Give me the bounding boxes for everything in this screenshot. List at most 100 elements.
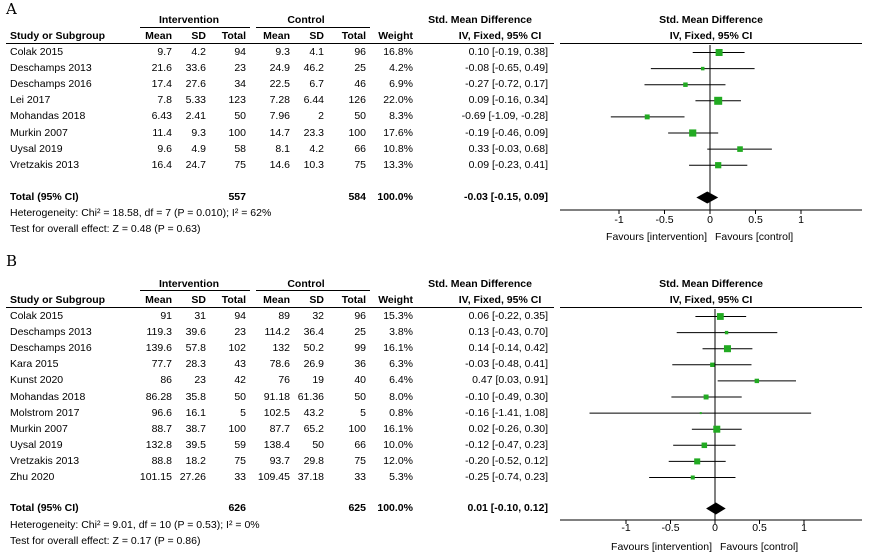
intervention-total: 34 (234, 78, 246, 91)
control-mean: 87.7 (269, 422, 290, 435)
control-sd: 4.1 (309, 46, 324, 58)
header-plot-ci: IV, Fixed, 95% CI (669, 294, 753, 306)
header-int-mean: Mean (145, 294, 172, 306)
intervention-total: 75 (234, 158, 246, 171)
x-tick-label: 0 (712, 522, 718, 534)
header-plot-title: Std. Mean Difference (659, 278, 763, 290)
study-weight: 22.0% (383, 94, 413, 107)
intervention-sd: 9.3 (191, 126, 206, 139)
header-study: Study or Subgroup (10, 294, 106, 306)
intervention-total: 75 (234, 454, 246, 467)
effect-box (716, 313, 724, 320)
intervention-mean: 9.7 (157, 46, 172, 58)
total-weight: 100.0% (377, 502, 413, 514)
control-sd: 6.7 (309, 78, 324, 91)
header-divider-control (256, 27, 370, 28)
forest-plot-b: B Intervention Control Std. Mean Difference… (0, 252, 875, 558)
x-tick-label: 0 (707, 214, 713, 226)
header-plot-ci: IV, Fixed, 95% CI (669, 30, 753, 42)
intervention-sd: 38.7 (185, 422, 206, 435)
effect-box (715, 162, 722, 169)
intervention-sd: 5.33 (185, 94, 206, 107)
intervention-sd: 16.1 (185, 406, 206, 419)
header-divider-intervention (140, 290, 250, 291)
study-ci: 0.02 [-0.26, 0.30] (468, 422, 548, 435)
study-ci: 0.09 [-0.23, 0.41] (468, 158, 548, 171)
x-tick-label: 0.5 (752, 522, 767, 534)
control-total: 5 (360, 406, 366, 419)
control-sd: 50 (312, 438, 324, 451)
control-total: 46 (354, 78, 366, 91)
control-mean: 138.4 (263, 438, 290, 451)
control-sd: 37.18 (297, 471, 324, 483)
study-ci: -0.03 [-0.48, 0.41] (465, 358, 548, 371)
intervention-sd: 33.6 (185, 62, 206, 75)
x-tick-label: -0.5 (661, 522, 680, 534)
total-ci: -0.03 [-0.15, 0.09] (463, 191, 548, 203)
control-mean: 22.5 (269, 78, 290, 91)
control-sd: 6.44 (303, 94, 324, 107)
study-ci: -0.10 [-0.49, 0.30] (465, 390, 548, 403)
control-sd: 29.8 (303, 454, 324, 467)
study-name: Deschamps 2016 (10, 78, 92, 91)
intervention-sd: 27.26 (179, 471, 206, 483)
intervention-sd: 31 (194, 310, 206, 322)
control-total: 126 (348, 94, 366, 107)
study-name: Molstrom 2017 (10, 406, 80, 419)
intervention-mean: 119.3 (146, 326, 173, 339)
header-study: Study or Subgroup (10, 30, 106, 42)
intervention-total: 50 (234, 390, 246, 403)
intervention-sd: 57.8 (185, 342, 206, 355)
total-label: Total (95% CI) (10, 502, 79, 514)
study-weight: 5.3% (389, 471, 413, 483)
control-mean: 89 (278, 310, 290, 322)
overall-effect-text: Test for overall effect: Z = 0.17 (P = 0… (10, 535, 201, 547)
control-mean: 14.6 (269, 158, 290, 171)
header-rule-plot (560, 43, 862, 44)
intervention-mean: 88.7 (151, 422, 172, 435)
control-mean: 102.5 (263, 406, 290, 419)
intervention-sd: 23 (194, 374, 206, 387)
intervention-total: 94 (234, 46, 246, 58)
control-total: 100 (348, 422, 366, 435)
study-ci: -0.25 [-0.74, 0.23] (465, 471, 548, 483)
study-weight: 8.3% (389, 110, 413, 123)
header-ctl-total: Total (341, 294, 366, 306)
intervention-mean: 96.6 (151, 406, 172, 419)
intervention-mean: 17.4 (151, 78, 172, 91)
favours-right: Favours [control] (715, 231, 794, 243)
effect-box (723, 345, 731, 353)
control-total: 75 (354, 454, 366, 467)
study-ci: 0.14 [-0.14, 0.42] (468, 342, 548, 355)
header-ctl-sd: SD (309, 294, 324, 306)
control-sd: 26.9 (303, 358, 324, 371)
intervention-sd: 35.8 (185, 390, 206, 403)
x-tick-label: 0.5 (748, 214, 763, 226)
heterogeneity-text: Heterogeneity: Chi² = 18.58, df = 7 (P =… (10, 207, 272, 219)
intervention-total: 102 (228, 342, 246, 355)
forest-plot-svg (560, 309, 862, 524)
control-sd: 50.2 (303, 342, 324, 355)
control-mean: 76 (278, 374, 290, 387)
total-label: Total (95% CI) (10, 191, 79, 203)
study-ci: -0.12 [-0.47, 0.23] (465, 438, 548, 451)
effect-box (683, 82, 688, 87)
effect-box (700, 66, 705, 71)
study-ci: -0.27 [-0.72, 0.17] (465, 78, 548, 91)
study-name: Deschamps 2013 (10, 326, 92, 339)
x-tick-label: -0.5 (655, 214, 674, 226)
control-mean: 132 (272, 342, 290, 355)
intervention-mean: 88.8 (151, 454, 172, 467)
effect-box (737, 146, 743, 152)
control-total: 96 (354, 310, 366, 322)
study-name: Deschamps 2016 (10, 342, 92, 355)
intervention-total: 23 (234, 326, 246, 339)
forest-plot-svg (560, 45, 862, 214)
x-tick-label: 1 (801, 522, 807, 534)
control-mean: 7.96 (269, 110, 290, 123)
intervention-total: 23 (234, 62, 246, 75)
overall-effect-text: Test for overall effect: Z = 0.48 (P = 0… (10, 223, 201, 235)
header-rule-plot (560, 307, 862, 308)
header-int-mean: Mean (145, 30, 172, 42)
x-tick-label: -1 (614, 214, 624, 226)
